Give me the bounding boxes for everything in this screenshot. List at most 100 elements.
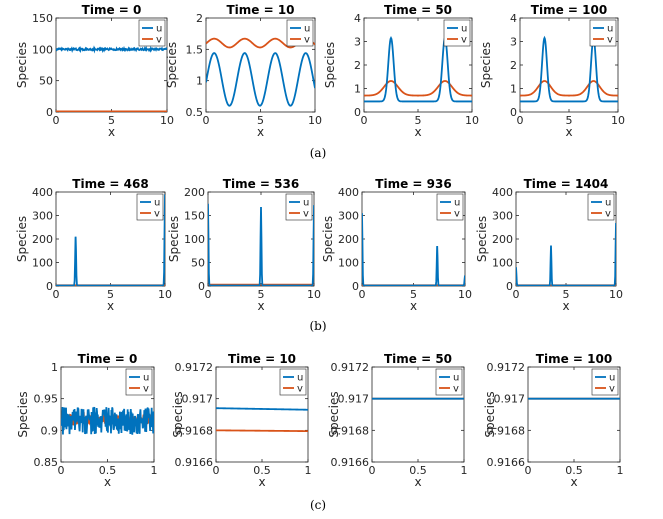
chart-title: Time = 50 [384,3,452,17]
legend: uv [587,193,615,221]
x-tick-label: 1 [617,464,624,477]
y-tick-label: 150 [184,210,205,223]
y-tick-label: 100 [184,233,205,246]
chart-panel: Time = 100 0 5 10 0 1 2 3 4 x Species uv [479,3,625,139]
chart-panel: Time = 50 0 5 10 0 1 2 3 4 x Species uv [323,3,479,139]
y-tick-label: 1 [51,361,58,374]
y-tick-label: 0.917 [338,393,370,406]
legend: uv [138,19,166,47]
series-line-u [56,45,167,54]
x-tick-label: 5 [107,288,114,301]
x-tick-label: 0 [359,288,366,301]
x-tick-label: 0 [58,464,65,477]
legend-box [286,19,314,47]
y-tick-label: 50 [191,257,205,270]
y-tick-label: 2 [510,59,517,72]
chart-title: Time = 50 [384,352,452,366]
y-tick-label: 0.9168 [331,424,370,437]
series-line-u [206,52,315,107]
y-tick-label: 400 [492,186,513,199]
y-tick-label: 0.9168 [487,424,526,437]
legend-label: v [605,209,611,220]
chart-title: Time = 936 [375,177,451,191]
series-line-u [61,406,154,435]
chart-panel: Time = 10 0 0.5 1 0.9166 0.9168 0.917 0.9172 x Sp… [171,352,312,489]
x-tick-label: 0.5 [99,464,117,477]
legend-label: u [605,198,611,209]
series-line-u [516,223,616,286]
legend-label: u [297,373,303,384]
legend: uv [279,368,307,396]
x-tick-label: 5 [257,114,264,127]
y-tick-label: 0 [46,106,53,119]
caption-c: (c) [310,498,326,512]
x-tick-label: 1 [305,464,312,477]
y-tick-label: 0.5 [186,106,204,119]
y-tick-label: 1 [510,83,517,96]
legend-box [587,193,615,221]
x-axis-label: x [104,475,111,489]
legend-label: u [156,24,162,35]
legend: uv [589,19,617,47]
x-tick-label: 10 [609,288,623,301]
y-axis-label: Species [475,216,489,262]
legend-label: u [303,198,309,209]
x-tick-label: 0.5 [409,464,427,477]
y-tick-label: 300 [338,210,359,223]
y-tick-label: 0.9168 [175,424,214,437]
y-axis-label: Species [479,42,493,88]
chart-panel: Time = 100 0 0.5 1 0.9166 0.9168 0.917 0.9172 x S… [483,352,624,489]
x-tick-label: 5 [258,288,265,301]
x-axis-label: x [107,299,114,313]
x-tick-label: 0 [361,114,368,127]
x-tick-label: 10 [308,114,322,127]
series-line-u [520,35,618,103]
x-tick-label: 0 [513,288,520,301]
legend-label: v [453,384,459,395]
x-axis-label: x [257,299,264,313]
y-tick-label: 0 [506,280,513,293]
legend: uv [443,19,471,47]
x-tick-label: 0 [205,288,212,301]
series-line-u [56,194,165,286]
y-tick-label: 4 [354,12,361,25]
x-tick-label: 5 [566,114,573,127]
y-tick-label: 1 [196,75,203,88]
y-tick-label: 300 [492,210,513,223]
legend-label: v [607,35,613,46]
x-tick-label: 0 [517,114,524,127]
legend-box [279,368,307,396]
x-tick-label: 1 [151,464,158,477]
legend-label: v [461,35,467,46]
y-tick-label: 1 [354,83,361,96]
series-line-v [364,80,472,97]
legend-box [435,368,463,396]
legend-box [589,19,617,47]
legend-box [591,368,619,396]
x-tick-label: 5 [108,114,115,127]
x-tick-label: 10 [307,288,321,301]
y-tick-label: 0.95 [34,393,59,406]
chart-title: Time = 0 [82,3,142,17]
x-tick-label: 10 [158,288,172,301]
x-tick-label: 0 [53,114,60,127]
legend-label: u [304,24,310,35]
x-tick-label: 10 [611,114,625,127]
x-tick-label: 10 [465,114,479,127]
x-tick-label: 0.5 [565,464,583,477]
x-tick-label: 0 [369,464,376,477]
legend-label: u [609,373,615,384]
legend: uv [125,368,153,396]
y-tick-label: 0 [352,280,359,293]
y-tick-label: 150 [32,12,53,25]
series-line-v [520,80,618,97]
legend-label: v [154,209,160,220]
y-axis-label: Species [321,216,335,262]
x-axis-label: x [414,125,421,139]
legend-label: u [454,198,460,209]
legend: uv [286,19,314,47]
y-tick-label: 0.85 [34,456,59,469]
legend-label: v [304,35,310,46]
